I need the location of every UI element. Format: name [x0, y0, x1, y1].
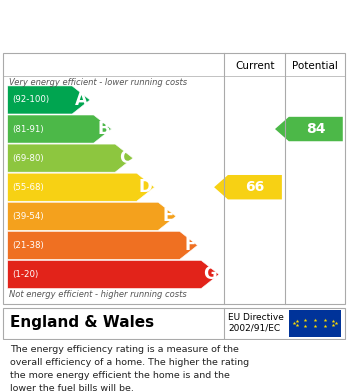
Text: (21-38): (21-38)	[12, 241, 44, 250]
Text: C: C	[119, 149, 131, 167]
Text: (39-54): (39-54)	[12, 212, 44, 221]
Text: (1-20): (1-20)	[12, 270, 38, 279]
Text: Not energy efficient - higher running costs: Not energy efficient - higher running co…	[9, 290, 187, 299]
Text: Energy Efficiency Rating: Energy Efficiency Rating	[60, 16, 288, 34]
Text: (81-91): (81-91)	[12, 124, 44, 134]
Text: 84: 84	[306, 122, 326, 136]
Text: E: E	[163, 207, 174, 225]
Text: A: A	[76, 91, 88, 109]
Bar	[289, 310, 341, 337]
Polygon shape	[8, 173, 155, 201]
Text: B: B	[97, 120, 110, 138]
Text: Potential: Potential	[292, 61, 338, 71]
Polygon shape	[8, 260, 219, 289]
Text: The energy efficiency rating is a measure of the
overall efficiency of a home. T: The energy efficiency rating is a measur…	[10, 345, 250, 391]
Text: (69-80): (69-80)	[12, 154, 44, 163]
Text: EU Directive
2002/91/EC: EU Directive 2002/91/EC	[228, 313, 284, 333]
Polygon shape	[8, 231, 198, 259]
Polygon shape	[8, 86, 90, 114]
Polygon shape	[275, 117, 343, 141]
Polygon shape	[8, 144, 133, 172]
Text: Current: Current	[235, 61, 275, 71]
Text: England & Wales: England & Wales	[10, 316, 155, 330]
Text: (55-68): (55-68)	[12, 183, 44, 192]
Text: 66: 66	[245, 180, 264, 194]
Text: G: G	[204, 265, 217, 283]
Text: (92-100): (92-100)	[12, 95, 49, 104]
Text: F: F	[184, 237, 196, 255]
Polygon shape	[214, 175, 282, 199]
Text: Very energy efficient - lower running costs: Very energy efficient - lower running co…	[9, 78, 187, 87]
Polygon shape	[8, 115, 111, 143]
Polygon shape	[8, 202, 176, 230]
Text: D: D	[139, 178, 153, 196]
